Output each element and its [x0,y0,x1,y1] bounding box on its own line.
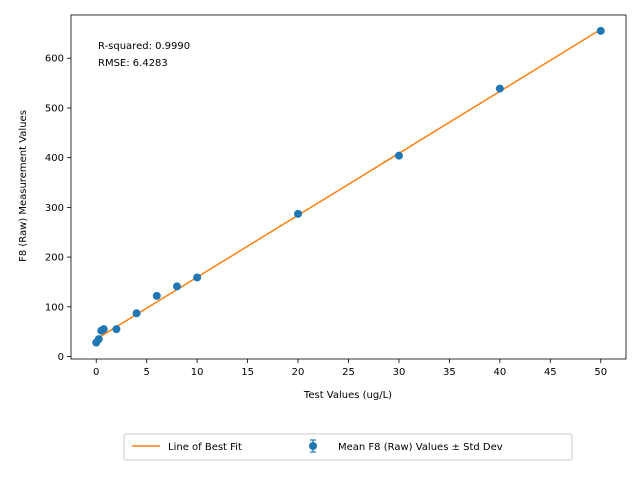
y-tick-label: 300 [45,203,64,214]
x-tick-label: 20 [292,367,305,378]
data-point [112,325,121,334]
x-tick-label: 50 [594,367,607,378]
legend-marker-swatch [309,442,317,450]
y-tick-label: 500 [45,103,64,114]
x-tick-label: 35 [443,367,456,378]
y-tick-label: 100 [45,302,64,313]
x-axis: 0 5 10 15 20 25 30 35 40 45 50 [93,359,607,378]
x-tick-label: 10 [191,367,204,378]
x-tick-label: 40 [493,367,506,378]
data-point [172,282,181,291]
x-tick-label: 25 [342,367,355,378]
x-tick-label: 45 [544,367,557,378]
data-point [132,309,141,318]
legend-label-best-fit: Line of Best Fit [168,442,242,453]
annotation-r-squared: R-squared: 0.9990 [98,41,190,52]
x-axis-label: Test Values (ug/L) [303,390,392,401]
y-tick-label: 400 [45,153,64,164]
y-axis-label: F8 (Raw) Measurement Values [18,110,29,262]
data-point [94,335,103,344]
legend-frame [123,433,573,461]
data-point [596,26,605,35]
data-point [99,325,108,334]
data-point [495,84,504,93]
x-tick-label: 30 [393,367,406,378]
legend-label-mean-values: Mean F8 (Raw) Values ± Std Dev [338,442,503,453]
y-tick-label: 600 [45,54,64,65]
y-tick-label: 200 [45,253,64,264]
legend: Line of Best Fit Mean F8 (Raw) Values ± … [123,433,573,461]
annotation-rmse: RMSE: 6.4283 [98,58,168,69]
best-fit-line [95,28,602,340]
data-point [152,291,161,300]
data-point [394,151,403,160]
x-tick-label: 5 [143,367,149,378]
x-tick-label: 0 [93,367,99,378]
data-point [294,209,303,218]
y-tick-label: 0 [58,352,64,363]
y-axis: 0 100 200 300 400 500 600 [45,54,71,363]
plot-area [70,14,627,360]
x-tick-label: 15 [241,367,254,378]
data-point [193,273,202,282]
